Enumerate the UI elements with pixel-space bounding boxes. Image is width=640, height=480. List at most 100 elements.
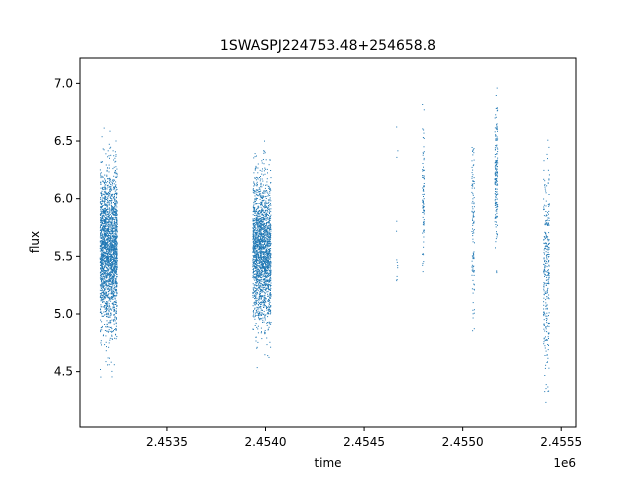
data-point [261,197,263,198]
data-point [548,232,550,234]
data-point [100,252,102,254]
data-point [116,243,118,245]
data-point [115,325,117,327]
data-point [106,274,108,276]
data-point [471,202,473,204]
data-point [261,201,263,203]
data-point [266,305,268,307]
data-point [261,270,263,272]
data-point [268,326,270,328]
data-point [266,181,268,183]
data-point [109,236,111,238]
data-point [270,208,272,210]
data-point [256,198,258,199]
data-point [256,218,258,220]
data-point [255,246,256,248]
data-point [471,269,473,271]
data-point [108,248,110,250]
data-point [547,244,549,245]
data-point [495,224,497,225]
data-point [256,185,258,186]
data-point [257,222,259,224]
data-point [105,181,106,183]
data-point [254,213,256,215]
data-point [103,269,105,271]
data-point [108,221,110,222]
data-point [107,274,109,276]
data-point [102,263,104,265]
data-point [102,220,103,222]
data-point [473,183,475,184]
data-point [111,230,113,232]
data-point [423,129,425,131]
data-point [546,266,548,268]
data-point [111,211,113,213]
data-point [263,199,265,201]
data-point [108,171,110,173]
data-point [258,194,260,196]
data-point [261,261,263,263]
data-point [265,245,266,247]
data-point [548,220,550,221]
data-point [100,197,101,199]
data-point [266,250,268,251]
data-point [269,292,271,294]
data-point [100,267,102,269]
data-point [108,297,109,299]
data-point [545,262,546,264]
data-point [108,244,109,246]
data-point [259,218,261,220]
data-point [258,306,260,308]
data-point [495,202,497,204]
data-point [548,217,550,219]
data-point [265,210,267,212]
data-point [252,220,254,222]
data-point [112,275,114,277]
data-point [262,184,264,186]
data-point [266,308,267,309]
data-point [422,224,424,226]
data-point [107,205,109,207]
data-point [269,241,271,243]
data-point [494,162,496,164]
data-point [102,236,104,237]
data-point [544,231,546,233]
data-point [256,212,258,214]
data-point [108,164,110,166]
data-point [543,308,545,310]
data-point [496,147,498,149]
data-point [267,260,269,262]
data-point [258,187,260,189]
data-point [258,211,260,212]
data-point [252,293,254,295]
data-point [105,218,107,220]
data-point [100,214,102,216]
data-point [112,247,114,249]
data-point [102,315,104,317]
data-point [104,307,106,309]
data-point [99,284,101,286]
data-point [101,210,103,212]
data-point [252,283,254,285]
data-point [255,230,257,231]
data-point [258,308,260,310]
data-point [269,233,270,235]
data-point [256,214,258,216]
data-point [260,232,262,234]
data-point [112,238,114,240]
data-point [260,217,262,219]
data-point [254,239,256,241]
data-point [112,299,114,300]
data-point [471,288,473,290]
data-point [269,306,271,308]
data-point [255,255,257,257]
data-point [108,277,110,279]
data-point [543,169,545,171]
data-point [102,262,104,264]
data-point [102,287,104,289]
data-point [111,280,113,282]
data-point [496,125,498,127]
data-point [104,306,105,308]
data-point [108,263,110,265]
data-point [471,183,473,185]
